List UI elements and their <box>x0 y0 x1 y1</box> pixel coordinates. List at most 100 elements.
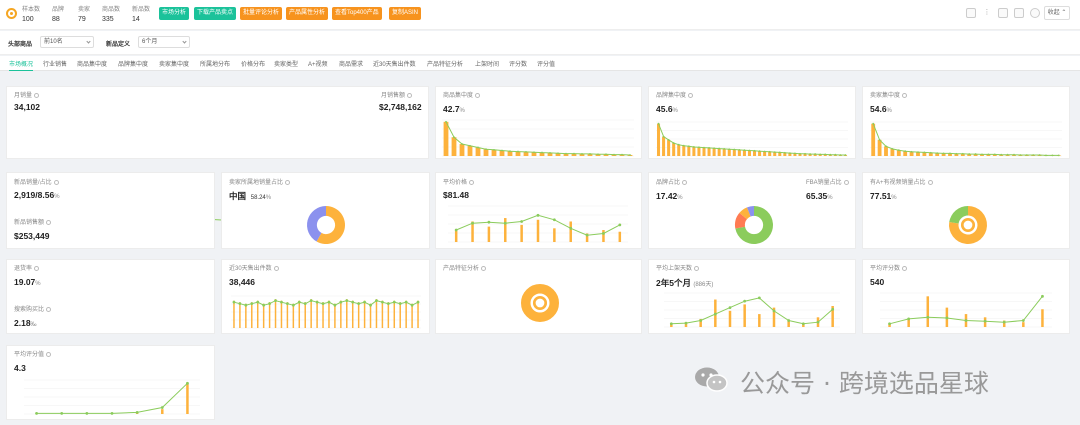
chart-bar <box>491 149 497 156</box>
chart-bar <box>471 221 474 242</box>
filter-bar: 头部商品 前10名 新品定义 6个月 <box>0 31 1080 55</box>
chart-bar <box>536 219 540 242</box>
chart-bar <box>717 148 721 156</box>
seller-concentration-title: 卖家集中度 <box>870 90 908 99</box>
tab-rating-value[interactable]: 评分值 <box>537 62 556 68</box>
data-point <box>454 228 458 232</box>
attribute-analysis-button[interactable]: 产品属性分析 <box>286 7 329 20</box>
tab-industry-sales[interactable]: 行业销售 <box>43 62 68 68</box>
heart-icon[interactable] <box>998 8 1008 18</box>
stat-samples: 样本数 100 <box>22 7 41 23</box>
chart-bar <box>310 299 312 328</box>
watermark-text: 公众号 · 跨境选品星球 <box>740 369 989 398</box>
sold30-chart <box>231 295 421 329</box>
grid-icon[interactable] <box>966 8 976 18</box>
data-point <box>677 143 680 146</box>
tab-launch-time[interactable]: 上架时间 <box>475 62 500 68</box>
tab-rating-count[interactable]: 评分数 <box>509 62 528 68</box>
tab-feature-analysis[interactable]: 产品特征分析 <box>427 62 464 68</box>
stat-brands: 品牌 88 <box>52 7 65 23</box>
brand-share-donut <box>735 206 773 244</box>
series-line <box>671 297 834 325</box>
collapse-button[interactable]: 收起 ⌃ <box>1044 6 1070 20</box>
data-point <box>398 302 402 306</box>
settings-icon[interactable] <box>1030 8 1040 18</box>
chart-bar <box>531 152 537 156</box>
revenue-value: $2,748,162 <box>379 102 422 112</box>
tab-bar: 市场概况 行业销售 商品集中度 品牌集中度 卖家集中度 所属地分布 价格分布 卖… <box>0 56 1080 71</box>
data-point <box>814 153 817 155</box>
pie-slice <box>307 206 326 242</box>
tab-seller-type[interactable]: 卖家类型 <box>274 62 299 68</box>
data-point <box>657 122 660 125</box>
chart-bar <box>783 152 787 156</box>
tab-price-distribution[interactable]: 价格分布 <box>241 62 266 68</box>
chart-bar <box>967 154 972 156</box>
data-point <box>824 153 827 156</box>
data-point <box>983 319 987 323</box>
chart-bar <box>304 302 306 328</box>
chart-bar <box>555 153 561 156</box>
data-point <box>804 152 806 155</box>
video-icon[interactable] <box>1014 8 1024 18</box>
data-point <box>315 300 319 304</box>
chart-bar <box>587 153 593 156</box>
data-point <box>520 220 524 223</box>
tab-product-demand[interactable]: 商品需求 <box>339 62 364 68</box>
sold30-card: 近30天售出件数 38,446 <box>221 259 430 334</box>
data-point <box>517 150 519 153</box>
pie-slice <box>316 206 345 244</box>
chart-bar <box>667 139 671 156</box>
search-purchase-value: 2.18‰ <box>14 318 37 328</box>
data-point <box>907 317 911 321</box>
data-point <box>829 153 832 156</box>
fba-share-value: 65.35% <box>806 191 833 201</box>
avg-price-title: 平均价格 <box>443 177 475 186</box>
product-concentration-value: 42.7% <box>443 104 465 114</box>
tab-seller-concentration[interactable]: 卖家集中度 <box>159 62 190 68</box>
data-point <box>503 221 507 225</box>
chart-bar <box>417 300 419 328</box>
chart-bar <box>328 300 330 328</box>
data-point <box>286 302 289 306</box>
new-sales-title: 新品销量/占比 <box>14 177 59 186</box>
chart-bar <box>753 150 757 156</box>
pie-slice <box>735 206 773 244</box>
market-analysis-button[interactable]: 市场分析 <box>159 7 190 20</box>
more-icon[interactable]: ⋮ <box>983 9 991 16</box>
data-point <box>936 152 939 154</box>
help-icon <box>53 179 59 185</box>
tab-brand-concentration[interactable]: 品牌集中度 <box>118 62 149 68</box>
data-point <box>327 300 331 304</box>
download-selling-points-button[interactable]: 下载产品卖点 <box>194 7 237 20</box>
data-point <box>667 138 670 141</box>
tab-product-concentration[interactable]: 商品集中度 <box>77 62 108 68</box>
stat-new-products: 新品数 14 <box>132 7 151 23</box>
tab-region-distribution[interactable]: 所属地分布 <box>200 62 231 68</box>
tab-market-overview[interactable]: 市场概况 <box>9 59 34 71</box>
data-point <box>1038 154 1041 156</box>
data-point <box>602 232 605 235</box>
data-point <box>1000 153 1003 156</box>
new-definition-select[interactable]: 6个月 <box>138 36 190 48</box>
data-point <box>536 213 540 217</box>
head-products-select[interactable]: 前10名 <box>40 36 94 48</box>
data-point <box>533 151 535 154</box>
help-icon <box>34 92 40 98</box>
chart-bar <box>954 153 959 156</box>
tab-sold-30-days[interactable]: 近30天售出件数 <box>373 62 416 68</box>
help-icon <box>927 179 933 185</box>
data-point <box>981 153 983 156</box>
data-point <box>1006 153 1009 156</box>
data-point <box>35 411 38 415</box>
data-point <box>629 154 631 156</box>
avg-rating-chart <box>24 379 200 415</box>
data-point <box>404 300 408 304</box>
chart-bar <box>935 153 940 156</box>
data-point <box>1013 153 1015 156</box>
batch-review-analysis-button[interactable]: 批量评论分析 <box>240 7 283 20</box>
tab-aplus-video[interactable]: A+视频 <box>308 62 328 68</box>
copy-asin-button[interactable]: 复制ASIN <box>389 7 422 20</box>
view-top400-button[interactable]: 查看Top400产品 <box>332 7 382 20</box>
data-point <box>363 300 366 304</box>
